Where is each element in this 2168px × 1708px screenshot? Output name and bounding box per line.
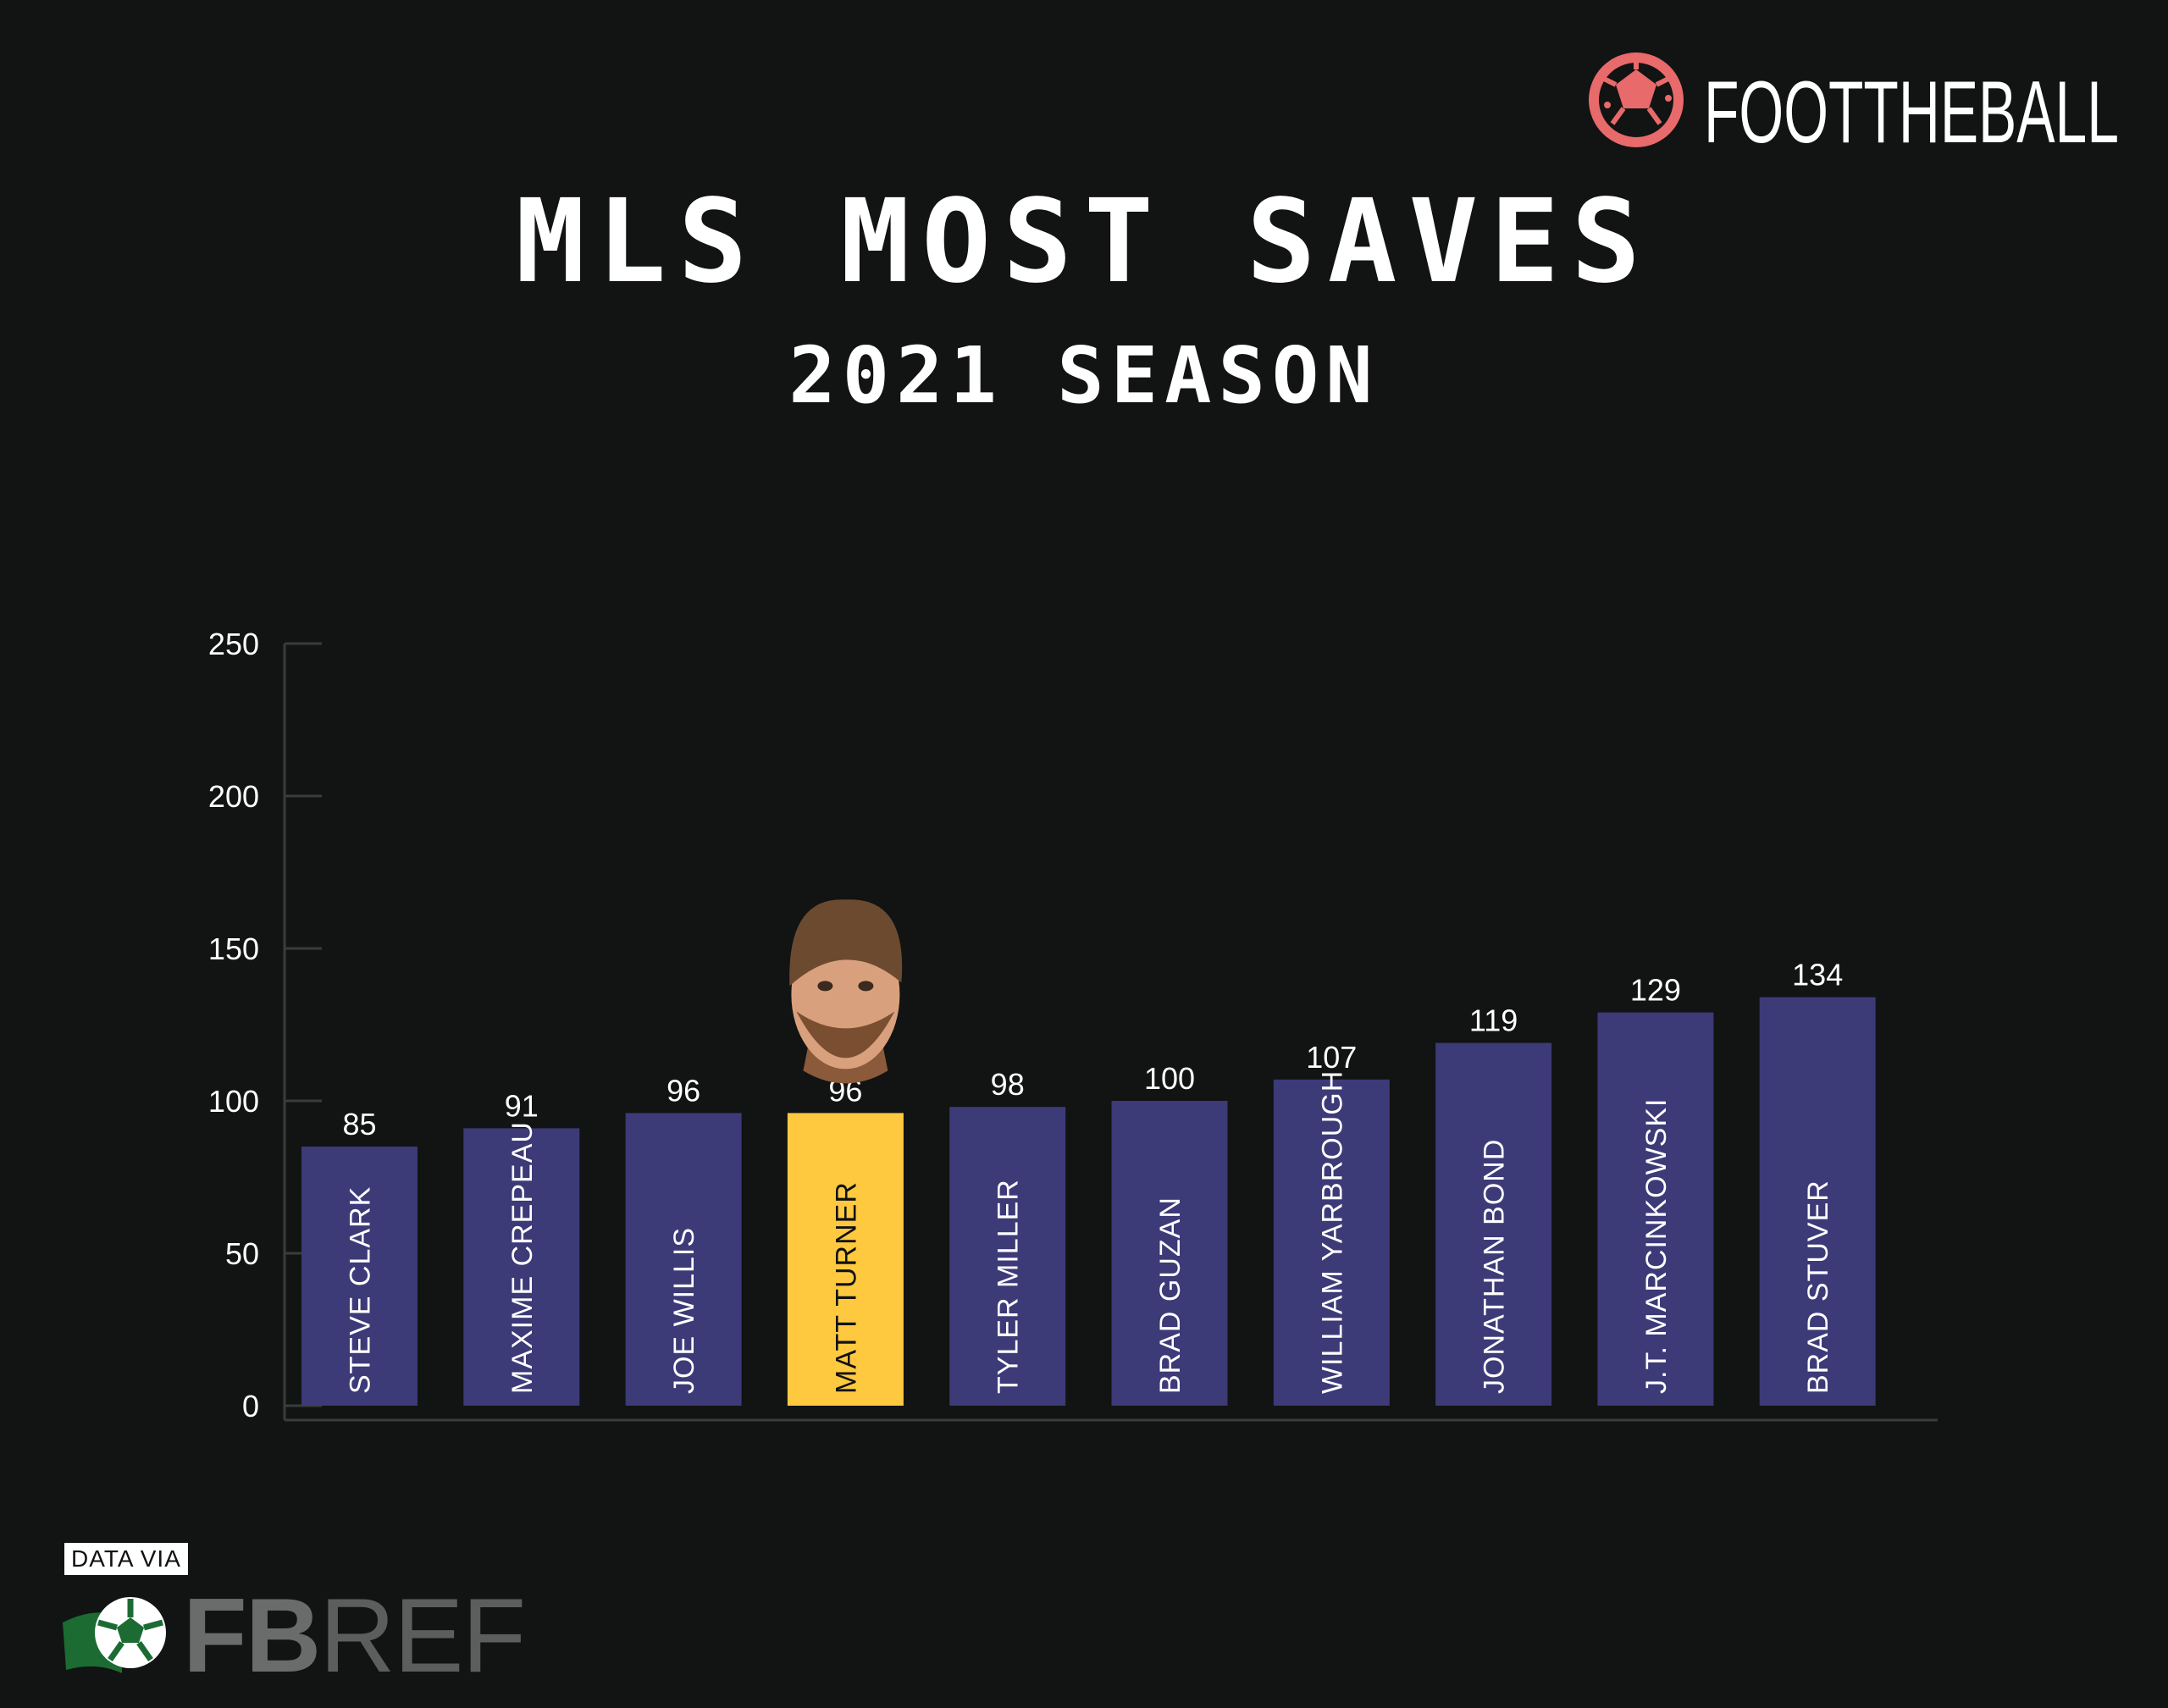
bar-value-label: 85 [342,1107,376,1141]
chart-title: MLS MOST SAVES [515,175,1653,309]
brand-logo: FOOTTHEBALL [1585,49,2127,159]
data-source-tag: DATA VIA [64,1543,188,1575]
bar-value-label: 134 [1792,958,1843,992]
bar [1435,1042,1552,1406]
bar [1597,1012,1714,1406]
bar [625,1113,742,1406]
player-photo-beard [796,1011,895,1059]
bar-value-label: 96 [666,1073,700,1108]
y-tick-label: 200 [208,779,259,814]
axis-layer: 0 50 100 150 200 250 [208,627,1938,1423]
y-tick-label: 100 [208,1084,259,1119]
data-source-name-rest: REF [319,1578,526,1694]
bar-category-label: J.T. MARCINKOWSKI [1640,1098,1673,1394]
player-photo-hair [789,899,903,987]
chart-subtitle: 2021 SEASON [788,330,1380,421]
bar-category-label: JONATHAN BOND [1479,1139,1511,1394]
bar-value-label: 98 [991,1067,1025,1102]
bar-category-label: WILLIAM YARBROUGH [1316,1070,1348,1394]
fbref-ball-icon [63,1597,166,1673]
bar [301,1147,418,1406]
brand-logo-text: FOOTTHEBALL [1704,64,2119,159]
bar [463,1128,580,1406]
player-photo-eye [858,981,874,992]
y-tick-label: 150 [208,931,259,966]
bar-category-label: STEVE CLARK [345,1186,377,1394]
bar-category-label: MAXIME CREPEAU [506,1121,539,1394]
bar [1759,997,1876,1406]
player-photo [789,899,903,1084]
bar-category-label: BRAD GUZAN [1154,1197,1186,1394]
bar-category-label: MATT TURNER [830,1181,862,1394]
bar [1273,1079,1390,1406]
bar-category-label: TYLER MILLER [993,1179,1025,1394]
bar-category-label: JOE WILLIS [668,1227,700,1394]
bar-value-label: 129 [1630,973,1681,1008]
bar-value-label: 91 [505,1088,539,1123]
bar [949,1107,1066,1406]
bar [787,1113,904,1406]
football-icon [1589,53,1684,147]
y-tick-label: 250 [208,627,259,661]
data-source-name: FBREF [183,1584,526,1689]
bar [1111,1101,1228,1406]
y-tick-label: 50 [225,1236,259,1271]
bar-value-label: 107 [1306,1040,1357,1075]
bar-value-label: 100 [1144,1061,1195,1096]
y-tick-label: 0 [242,1389,259,1423]
data-source-name-bold: FB [183,1578,321,1694]
bar-value-label: 119 [1469,1003,1518,1038]
player-photo-eye [817,981,833,992]
bar-category-label: BRAD STUVER [1802,1180,1834,1394]
